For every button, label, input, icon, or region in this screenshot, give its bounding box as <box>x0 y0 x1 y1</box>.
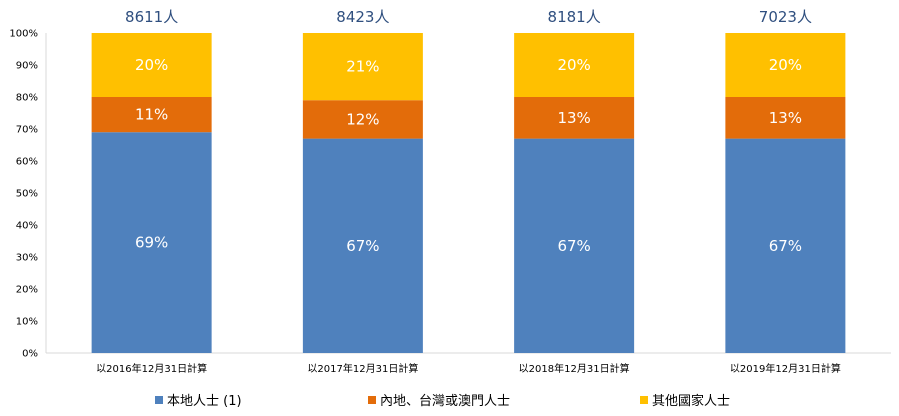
category-label: 以2019年12月31日計算 <box>730 362 841 375</box>
legend-swatch-0 <box>155 396 163 404</box>
bar-segments <box>91 33 846 353</box>
category-label: 以2017年12月31日計算 <box>307 362 418 375</box>
bar-segment-2 <box>725 33 846 97</box>
category-label: 以2016年12月31日計算 <box>96 362 207 375</box>
bar-segment-2 <box>514 33 635 97</box>
total-count-label: 7023人 <box>759 8 812 26</box>
segment-value-label: 13% <box>557 109 590 127</box>
y-tick-label: 70% <box>16 125 38 136</box>
y-tick-label: 80% <box>16 93 38 104</box>
y-tick-label: 20% <box>16 285 38 296</box>
y-tick-label: 10% <box>16 317 38 328</box>
bar-segment-0 <box>514 138 635 353</box>
bar-segment-0 <box>91 132 212 353</box>
segment-value-label: 20% <box>769 56 802 74</box>
y-tick-label: 60% <box>16 157 38 168</box>
y-tick-label: 50% <box>16 189 38 200</box>
segment-value-label: 13% <box>769 109 802 127</box>
bar-segment-2 <box>302 33 423 101</box>
bar-segment-0 <box>302 138 423 353</box>
category-label: 以2018年12月31日計算 <box>519 362 630 375</box>
segment-value-label: 11% <box>135 106 168 124</box>
bar-segment-1 <box>91 97 212 133</box>
segment-value-label: 21% <box>346 58 379 76</box>
legend-label: 本地人士 (1) <box>167 394 242 409</box>
segment-value-label: 69% <box>135 234 168 252</box>
segment-value-label: 12% <box>346 110 379 128</box>
total-labels: 8611人 8423人 8181人 7023人 <box>125 8 812 26</box>
segment-value-label: 67% <box>346 237 379 255</box>
bar-segment-1 <box>302 100 423 139</box>
segment-value-label: 20% <box>557 56 590 74</box>
y-tick-label: 40% <box>16 221 38 232</box>
total-count-label: 8181人 <box>548 8 601 26</box>
segment-value-label: 67% <box>769 237 802 255</box>
bar-segment-1 <box>725 97 846 139</box>
legend: 本地人士 (1) 內地、台灣或澳門人士 其他國家人士 <box>155 393 730 409</box>
total-count-label: 8611人 <box>125 8 178 26</box>
legend-swatch-1 <box>368 396 376 404</box>
y-tick-label: 0% <box>22 349 38 360</box>
legend-swatch-2 <box>640 396 648 404</box>
bar-segment-2 <box>91 33 212 97</box>
bar-segment-1 <box>514 97 635 139</box>
y-tick-label: 30% <box>16 253 38 264</box>
legend-label: 內地、台灣或澳門人士 <box>380 393 510 409</box>
segment-value-label: 20% <box>135 56 168 74</box>
total-count-label: 8423人 <box>336 8 389 26</box>
segment-labels: 69% 11% 20% 67% 12% 21% 67% 13% 20% 67% 13% 20% <box>135 56 802 255</box>
legend-label: 其他國家人士 <box>652 393 730 409</box>
bar-segment-0 <box>725 138 846 353</box>
y-tick-labels: 0% 10% 20% 30% 40% 50% 60% 70% 80% 90% 100% <box>9 29 38 360</box>
segment-value-label: 67% <box>557 237 590 255</box>
y-tick-label: 90% <box>16 61 38 72</box>
category-labels: 以2016年12月31日計算 以2017年12月31日計算 以2018年12月31日… <box>96 362 841 375</box>
y-tick-label: 100% <box>9 29 38 40</box>
